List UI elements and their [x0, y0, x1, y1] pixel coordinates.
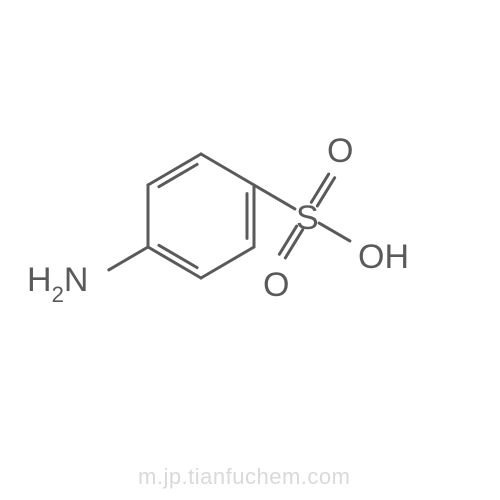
structure-canvas: S O O OH H2N m.jp.tianfuchem.com — [0, 0, 500, 500]
atom-label-oh: OH — [358, 240, 409, 274]
atom-label-s: S — [296, 201, 319, 235]
atom-label-o-top: O — [327, 134, 353, 168]
bond-svg — [0, 0, 500, 500]
atom-label-o-bot: O — [263, 268, 289, 302]
atom-label-nh2: H2N — [27, 263, 88, 303]
watermark-text: m.jp.tianfuchem.com — [138, 464, 350, 490]
